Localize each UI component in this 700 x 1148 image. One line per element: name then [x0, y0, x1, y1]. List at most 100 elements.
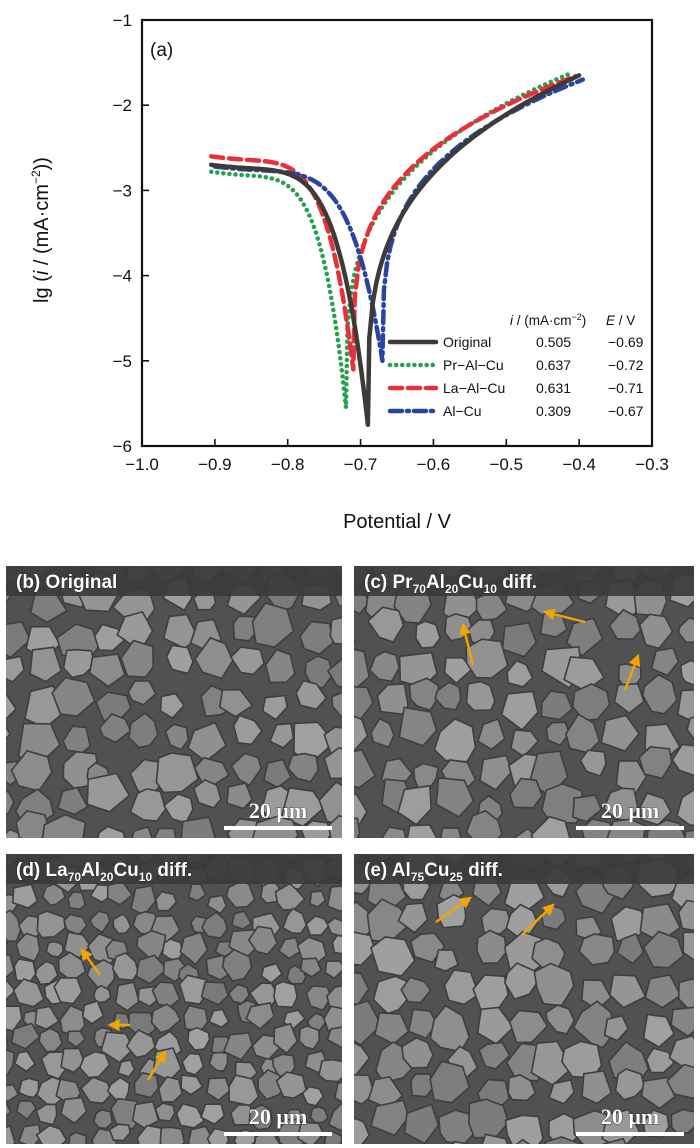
legend-series-name: Pr−Al−Cu: [443, 357, 504, 373]
grain: [159, 692, 186, 720]
grain: [200, 1103, 226, 1126]
grain: [11, 883, 39, 909]
grain: [381, 826, 407, 838]
grain: [194, 636, 234, 680]
arrow-marker: [80, 948, 101, 976]
grain: [581, 1069, 613, 1105]
polarization-chart: −1.0 −0.9 −0.8 −0.7 −0.6 −0.5 −0.4 −0.3 −6−5−4−…: [29, 11, 669, 533]
grain: [92, 984, 112, 1004]
grain: [154, 827, 177, 838]
grain: [114, 981, 141, 1012]
grain: [406, 823, 438, 838]
grain: [299, 957, 323, 978]
grain: [6, 790, 15, 815]
grain: [164, 723, 190, 751]
grain: [88, 653, 126, 688]
grain: [251, 602, 295, 648]
grain: [226, 782, 253, 810]
grain: [41, 813, 87, 838]
grain: [133, 1071, 160, 1099]
grain: [92, 1108, 114, 1130]
grain: [676, 788, 694, 827]
grain: [354, 1117, 371, 1144]
grain: [506, 659, 534, 688]
legend-series-name: La−Al−Cu: [443, 380, 505, 396]
series-line-2: [208, 73, 578, 372]
grain: [6, 954, 16, 979]
grain: [125, 1029, 157, 1059]
legend-i-value: 0.505: [536, 334, 571, 350]
grain: [281, 907, 308, 935]
grain: [248, 1103, 273, 1131]
grain: [6, 1083, 20, 1103]
grain: [323, 1005, 342, 1034]
grain: [35, 1103, 58, 1126]
grain: [6, 979, 17, 1001]
legend-i-value: 0.631: [536, 380, 571, 396]
grain: [616, 932, 645, 965]
plot-frame: [140, 18, 654, 448]
grain: [333, 1081, 342, 1103]
grain: [641, 673, 678, 715]
grain: [408, 677, 441, 712]
grain: [6, 725, 11, 740]
grain: [59, 1096, 88, 1125]
grain: [15, 809, 51, 838]
grain: [268, 722, 295, 749]
micrograph-b: (b) Original 20 μm: [6, 566, 342, 838]
grain: [162, 613, 200, 650]
grain: [221, 948, 253, 983]
grain: [154, 890, 178, 912]
grain: [275, 1071, 308, 1100]
x-tick-label: −1.0: [125, 455, 159, 474]
x-tick-label: −0.8: [271, 455, 305, 474]
grain: [301, 854, 316, 858]
grain: [309, 1106, 329, 1124]
grain: [273, 1022, 299, 1055]
grain: [504, 1114, 544, 1144]
grain: [608, 973, 647, 1009]
grain: [222, 1031, 254, 1061]
micrograph-label: (d) La70Al20Cu10 diff.: [16, 860, 192, 884]
grain: [324, 960, 342, 980]
grain: [478, 1041, 511, 1070]
grain: [403, 1103, 440, 1144]
y-axis-ticks: −6 −5 −4 −3 −2 −1: [113, 11, 149, 456]
grain: [642, 1109, 670, 1139]
grain: [677, 899, 694, 932]
grain: [131, 826, 153, 838]
grain: [100, 1031, 135, 1064]
scale-bar: [576, 826, 684, 830]
grain: [12, 978, 45, 1008]
grain: [150, 1003, 182, 1034]
legend-header-e: E / V: [606, 313, 635, 328]
grain: [45, 940, 64, 959]
y-tick-label: −3: [113, 181, 132, 200]
grain: [120, 639, 155, 679]
grain: [295, 679, 328, 711]
grain: [157, 1076, 183, 1103]
grain: [117, 1059, 136, 1078]
grain: [17, 1123, 43, 1144]
grain: [38, 1027, 63, 1053]
grain: [108, 1123, 132, 1142]
grain: [298, 1025, 321, 1051]
grain: [29, 646, 63, 683]
grain: [679, 659, 694, 686]
grain: [603, 1014, 630, 1042]
grain: [354, 1042, 371, 1077]
grain: [62, 648, 96, 679]
micrograph-label: (e) Al75Cu25 diff.: [364, 860, 503, 884]
grain: [401, 1036, 434, 1069]
grain: [642, 1013, 675, 1049]
grain: [6, 620, 32, 659]
grain: [162, 957, 189, 983]
grain: [261, 694, 289, 721]
grain: [230, 752, 263, 787]
grain: [57, 786, 89, 816]
grain: [67, 891, 87, 911]
y-tick-label: −2: [113, 96, 132, 115]
legend-i-value: 0.309: [536, 403, 571, 419]
grain: [326, 1026, 342, 1049]
